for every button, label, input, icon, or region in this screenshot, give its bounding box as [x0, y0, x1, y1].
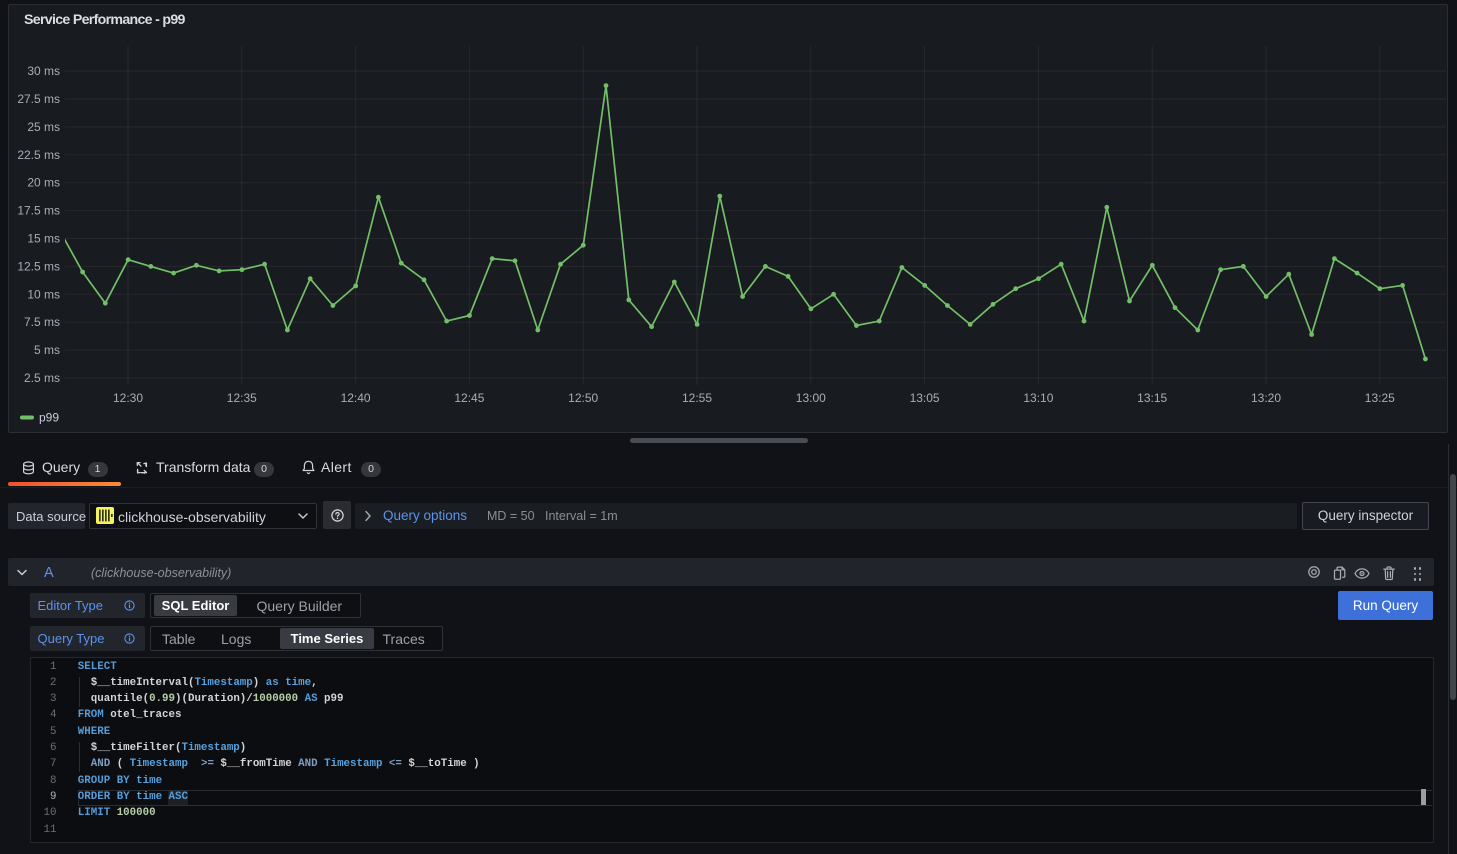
svg-text:12:40: 12:40	[341, 391, 371, 405]
svg-text:13:20: 13:20	[1251, 391, 1281, 405]
svg-text:12.5 ms: 12.5 ms	[17, 259, 60, 273]
svg-text:15 ms: 15 ms	[27, 232, 60, 246]
svg-text:30 ms: 30 ms	[27, 64, 60, 78]
svg-text:25 ms: 25 ms	[27, 120, 60, 134]
svg-text:22.5 ms: 22.5 ms	[17, 148, 60, 162]
svg-text:5 ms: 5 ms	[34, 343, 60, 357]
svg-text:20 ms: 20 ms	[27, 176, 60, 190]
svg-text:12:35: 12:35	[227, 391, 257, 405]
svg-text:2.5 ms: 2.5 ms	[24, 371, 60, 385]
svg-text:13:05: 13:05	[910, 391, 940, 405]
svg-text:13:00: 13:00	[796, 391, 826, 405]
svg-text:12:45: 12:45	[454, 391, 484, 405]
svg-text:13:10: 13:10	[1023, 391, 1053, 405]
svg-text:12:55: 12:55	[682, 391, 712, 405]
svg-text:13:25: 13:25	[1365, 391, 1395, 405]
svg-text:13:15: 13:15	[1137, 391, 1167, 405]
svg-text:12:30: 12:30	[113, 391, 143, 405]
svg-text:12:50: 12:50	[568, 391, 598, 405]
svg-text:p99: p99	[39, 411, 59, 425]
svg-text:7.5 ms: 7.5 ms	[24, 315, 60, 329]
svg-text:27.5 ms: 27.5 ms	[17, 92, 60, 106]
svg-text:10 ms: 10 ms	[27, 287, 60, 301]
svg-text:17.5 ms: 17.5 ms	[17, 204, 60, 218]
